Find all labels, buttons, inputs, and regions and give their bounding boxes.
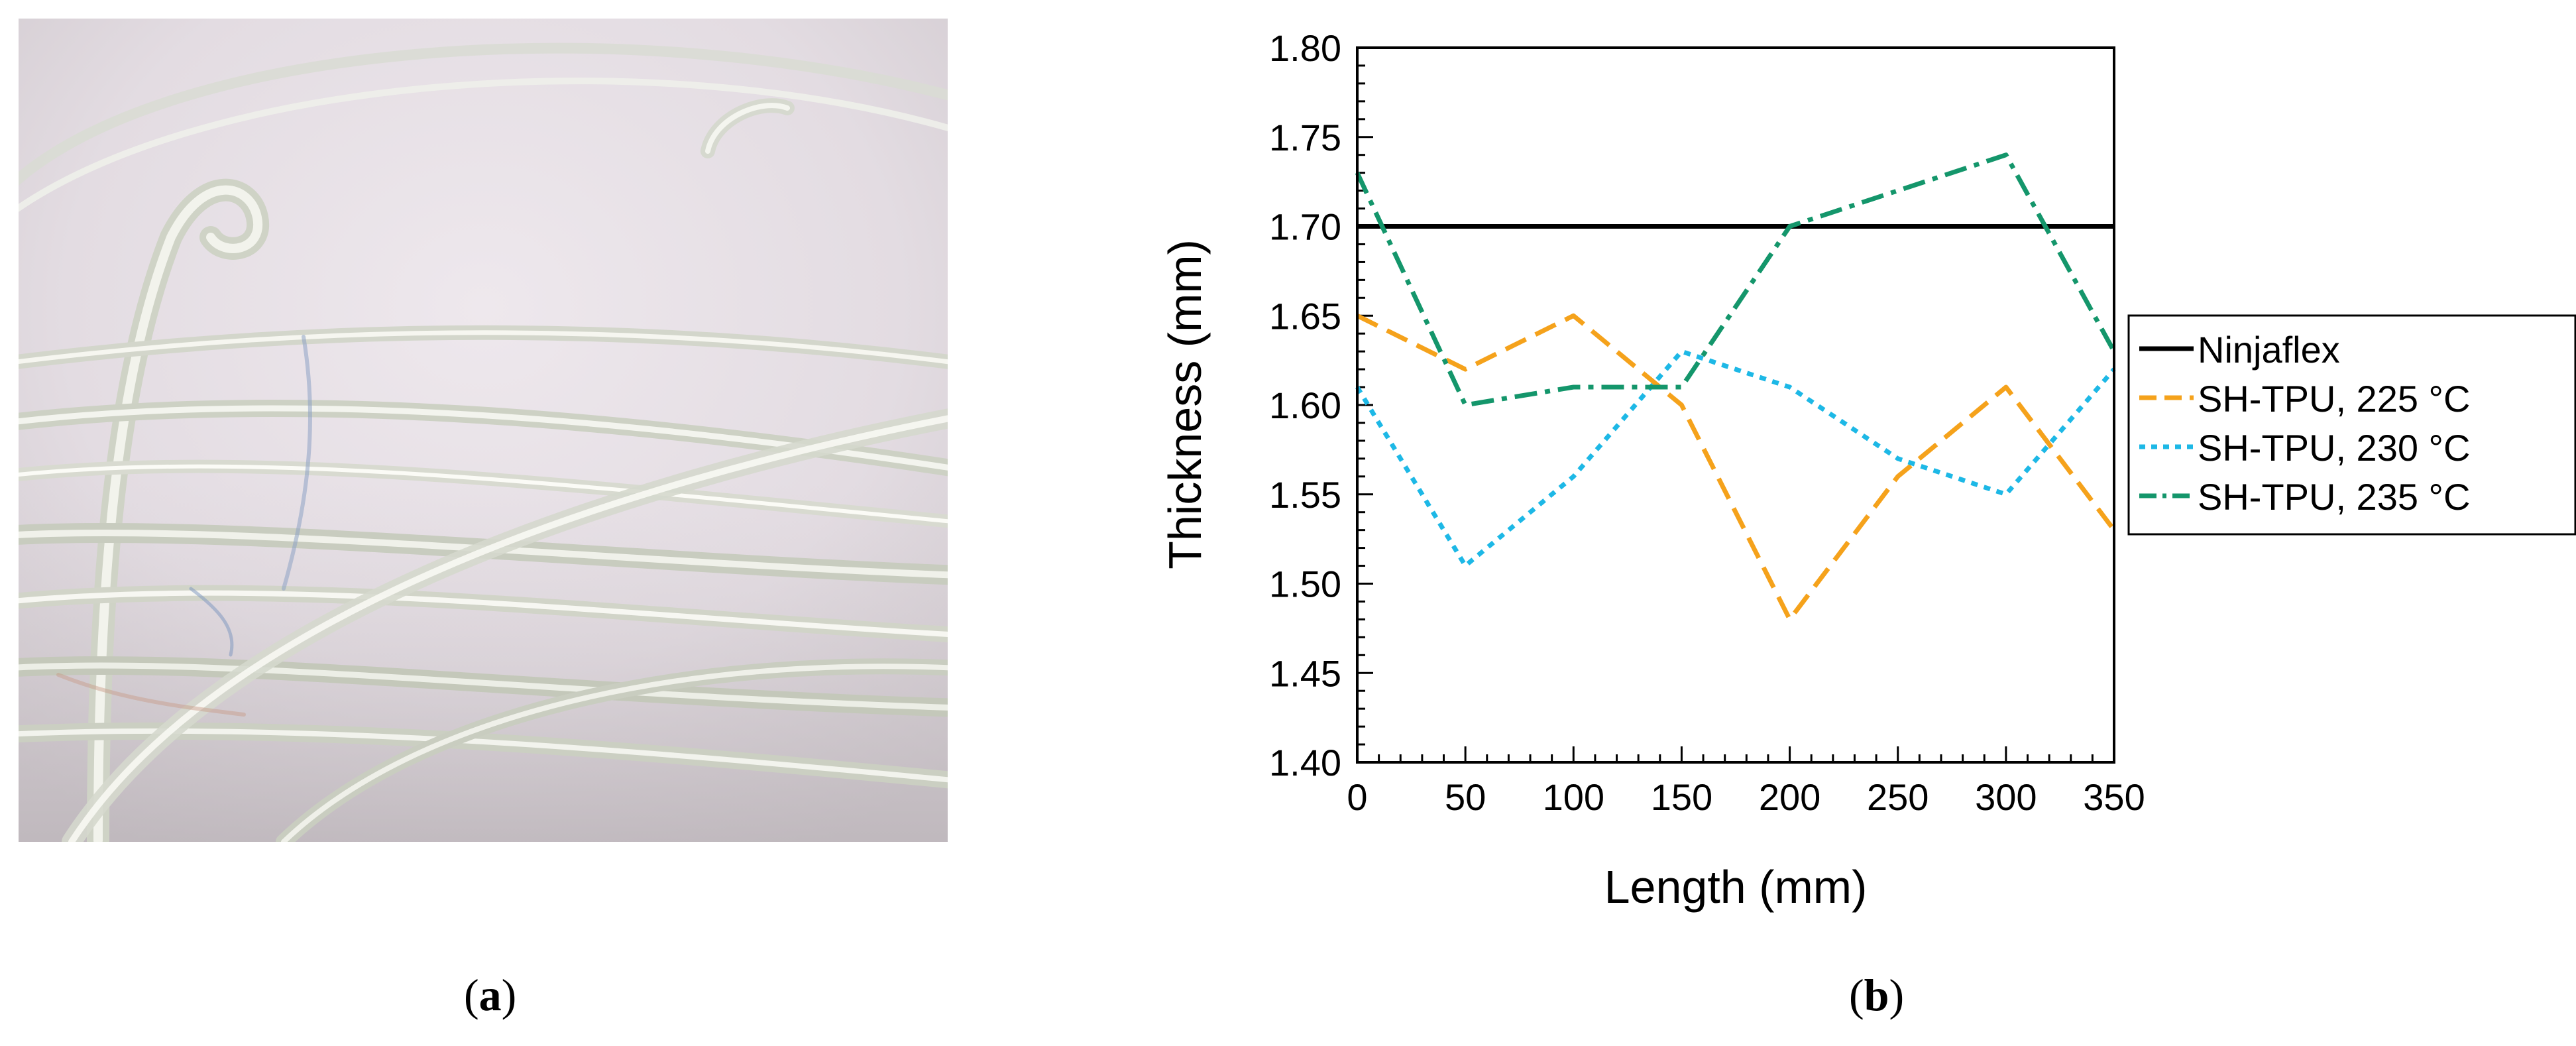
x-tick-label: 300	[1975, 776, 2037, 818]
x-axis-ticks: 0 50 100 150 200 250 300 350	[1347, 746, 2145, 818]
y-tick-label: 1.70	[1269, 206, 1341, 248]
x-tick-label: 100	[1543, 776, 1604, 818]
panel-a-caption: (a)	[464, 970, 517, 1020]
x-tick-label: 50	[1445, 776, 1486, 818]
x-tick-label: 250	[1867, 776, 1929, 818]
y-tick-label: 1.65	[1269, 295, 1341, 337]
y-tick-label: 1.75	[1269, 117, 1341, 158]
series-line-sh230	[1355, 349, 2116, 568]
y-axis-ticks: 1.40 1.45 1.50 1.55 1.60 1.65 1.70 1.75 1.80	[1269, 27, 1373, 784]
legend-label-sh235: SH-TPU, 235 °C	[2198, 476, 2470, 518]
x-tick-label: 350	[2083, 776, 2145, 818]
x-tick-label: 0	[1347, 776, 1367, 818]
x-tick-label: 200	[1759, 776, 1820, 818]
y-tick-label: 1.45	[1269, 652, 1341, 694]
panel-b-caption: (b)	[1849, 970, 1905, 1020]
y-tick-label: 1.60	[1269, 384, 1341, 426]
y-tick-label: 1.40	[1269, 742, 1341, 784]
panel-b-letter: b	[1864, 970, 1889, 1020]
y-axis-label: Thickness (mm)	[1159, 239, 1211, 569]
legend-label-ninjaflex: Ninjaflex	[2198, 329, 2340, 371]
legend: Ninjaflex SH-TPU, 225 °C SH-TPU, 230 °C …	[2127, 314, 2576, 536]
series-line-sh225	[1356, 313, 2116, 622]
plot-frame	[1356, 46, 2115, 764]
panel-a-letter: a	[478, 970, 502, 1020]
y-tick-label: 1.55	[1269, 474, 1341, 516]
x-tick-label: 150	[1651, 776, 1712, 818]
y-tick-label: 1.80	[1269, 27, 1341, 69]
series-line-sh235	[1355, 152, 2117, 408]
filament-photo	[19, 19, 948, 842]
filament-coil-illustration	[19, 19, 948, 842]
legend-label-sh230: SH-TPU, 230 °C	[2198, 427, 2470, 469]
series-layer	[1355, 152, 2117, 622]
y-tick-label: 1.50	[1269, 563, 1341, 605]
x-axis-label: Length (mm)	[1604, 861, 1868, 913]
legend-label-sh225: SH-TPU, 225 °C	[2198, 378, 2470, 420]
legend-box	[2127, 314, 2576, 536]
